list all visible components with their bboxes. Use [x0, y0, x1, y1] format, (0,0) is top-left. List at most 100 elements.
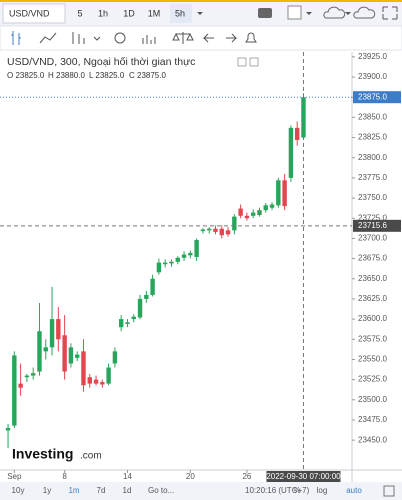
symbol-box[interactable]: [2, 3, 66, 24]
y-tick-label: 23450.0: [358, 435, 387, 444]
scale-option[interactable]: log: [317, 486, 328, 495]
candle-body: [118, 319, 124, 328]
candle-body: [244, 215, 250, 219]
y-tick-label: 23500.0: [358, 395, 387, 404]
range-button[interactable]: 7d: [97, 486, 106, 495]
candle-body: [269, 204, 275, 208]
crosshair-y-box: [353, 219, 401, 232]
y-tick-label: 23475.0: [358, 415, 387, 424]
candle-body: [18, 383, 23, 388]
bottom-bar: [0, 482, 402, 500]
y-tick-label: 23825.0: [358, 133, 387, 142]
interval[interactable]: 5: [77, 8, 82, 18]
ohlc: L 23825.0: [89, 71, 125, 80]
undo-icon[interactable]: [202, 33, 214, 43]
interval[interactable]: 1M: [148, 8, 161, 18]
legend-icon[interactable]: [249, 57, 259, 67]
legend-icon[interactable]: [237, 57, 247, 67]
candle-icon[interactable]: [11, 31, 21, 45]
y-tick-label: 23900.0: [358, 72, 387, 81]
scale-option[interactable]: %: [293, 486, 300, 495]
range-button[interactable]: 1y: [43, 486, 51, 495]
cloud-up-icon[interactable]: [353, 6, 376, 19]
interval[interactable]: 1D: [123, 8, 135, 18]
candle-body: [68, 347, 74, 364]
dropdown[interactable]: [306, 12, 312, 15]
candle-body: [257, 210, 262, 216]
candle-body: [112, 351, 118, 364]
candle-body: [100, 382, 105, 385]
candle-body: [81, 351, 86, 386]
y-tick-label: 23750.0: [358, 193, 387, 202]
range-button[interactable]: 1m: [68, 486, 79, 495]
candle-body: [49, 319, 55, 348]
candle-body: [232, 216, 237, 231]
camera-icon[interactable]: [258, 8, 272, 18]
logo-suffix: .com: [80, 451, 102, 462]
candle-body: [131, 316, 136, 320]
compare-icon[interactable]: [72, 32, 85, 44]
ohlc: H 23880.0: [48, 71, 85, 80]
candle-body: [144, 294, 149, 299]
alert-icon[interactable]: [245, 32, 257, 43]
last-price-label: 23875.0: [358, 92, 387, 101]
tool-icons: [11, 31, 257, 45]
x-tick-label: 8: [62, 472, 67, 481]
candle-body: [169, 261, 174, 264]
candle-body: [137, 298, 143, 318]
settings-icon[interactable]: [114, 32, 126, 44]
interval-active[interactable]: [170, 4, 192, 23]
candle-body: [156, 262, 162, 273]
goto-button[interactable]: Go to...: [148, 486, 174, 495]
settings-button[interactable]: [383, 485, 395, 497]
legend-title: USD/VND, 300, Ngoại hối thời gian thực: [7, 56, 195, 68]
candle-body: [206, 228, 212, 231]
y-tick-label: 23800.0: [358, 153, 387, 162]
candle-body: [213, 228, 218, 232]
y-tick-label: 23525.0: [358, 375, 387, 384]
interval[interactable]: 1h: [98, 8, 108, 18]
indicator-icon[interactable]: [39, 32, 57, 44]
crosshair-x-label: 2022-09-30 07:00:00: [266, 472, 341, 481]
candle-body: [24, 375, 30, 378]
candle-body: [30, 373, 36, 376]
dropdown[interactable]: [93, 36, 101, 41]
layout-icon[interactable]: [287, 5, 302, 20]
scale-option[interactable]: auto: [346, 486, 362, 495]
balance-icon[interactable]: [172, 32, 194, 44]
candle-body: [12, 355, 17, 426]
y-tick-label: 23925.0: [358, 52, 387, 61]
candle-body: [162, 262, 168, 265]
candle-body: [181, 254, 187, 258]
candle-body: [37, 331, 42, 372]
range-button[interactable]: 1d: [123, 486, 132, 495]
dropdown[interactable]: [197, 12, 203, 15]
cloud-icon[interactable]: [323, 6, 346, 19]
y-tick-label: 23575.0: [358, 334, 387, 343]
crosshair-x-box: [266, 471, 341, 482]
candle-body: [288, 127, 294, 178]
y-tick-label: 23600.0: [358, 314, 387, 323]
candle-body: [125, 322, 130, 324]
y-tick-label: 23850.0: [358, 112, 387, 121]
symbol: USD/VND: [9, 8, 50, 18]
candle-body: [5, 428, 11, 431]
redo-icon[interactable]: [226, 33, 238, 43]
interval[interactable]: 5h: [175, 8, 185, 18]
candle-body: [250, 212, 256, 216]
range-button[interactable]: 10y: [12, 486, 25, 495]
candle-body: [282, 180, 287, 207]
accent: [0, 0, 402, 2]
candle-body: [200, 229, 206, 232]
fullscreen-icon[interactable]: [382, 6, 398, 20]
dropdown[interactable]: [345, 12, 351, 15]
chart-icon[interactable]: [142, 35, 156, 44]
logo: Investing: [12, 446, 73, 462]
candle-body: [93, 379, 99, 384]
candle-body: [276, 180, 281, 206]
x-tick-label: 14: [123, 472, 132, 481]
y-tick-label: 23700.0: [358, 234, 387, 243]
intervals: 5 1h 1D 1M 5h: [77, 4, 192, 23]
